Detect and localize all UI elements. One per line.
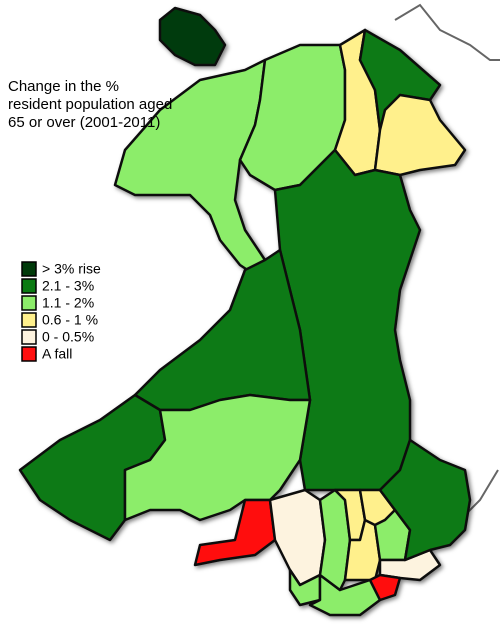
legend-swatch [21, 312, 37, 328]
region [378, 438, 472, 562]
legend-label: A fall [42, 346, 72, 362]
legend-swatch [21, 278, 37, 294]
legend-label: 0.6 - 1 % [42, 312, 98, 328]
legend-label: > 3% rise [42, 261, 101, 277]
region [268, 488, 327, 587]
legend-swatch [21, 261, 37, 277]
region [378, 548, 442, 582]
title: Change in the %resident population aged6… [8, 78, 172, 131]
legend-label: 1.1 - 2% [42, 295, 94, 311]
title-line: 65 or over (2001-2011) [8, 114, 160, 131]
coastline [394, 3, 500, 61]
title-line: Change in the % [8, 78, 119, 95]
legend-label: 0 - 0.5% [42, 329, 94, 345]
legend-swatch [21, 346, 37, 362]
region [133, 248, 312, 412]
legend-swatch [21, 329, 37, 345]
region [158, 6, 227, 67]
region [308, 573, 382, 617]
legend-label: 2.1 - 3% [42, 278, 94, 294]
region [368, 573, 402, 602]
regions [18, 6, 472, 617]
region [373, 93, 467, 177]
title-line: resident population aged [8, 96, 172, 113]
legend-swatch [21, 295, 37, 311]
region [113, 58, 267, 277]
